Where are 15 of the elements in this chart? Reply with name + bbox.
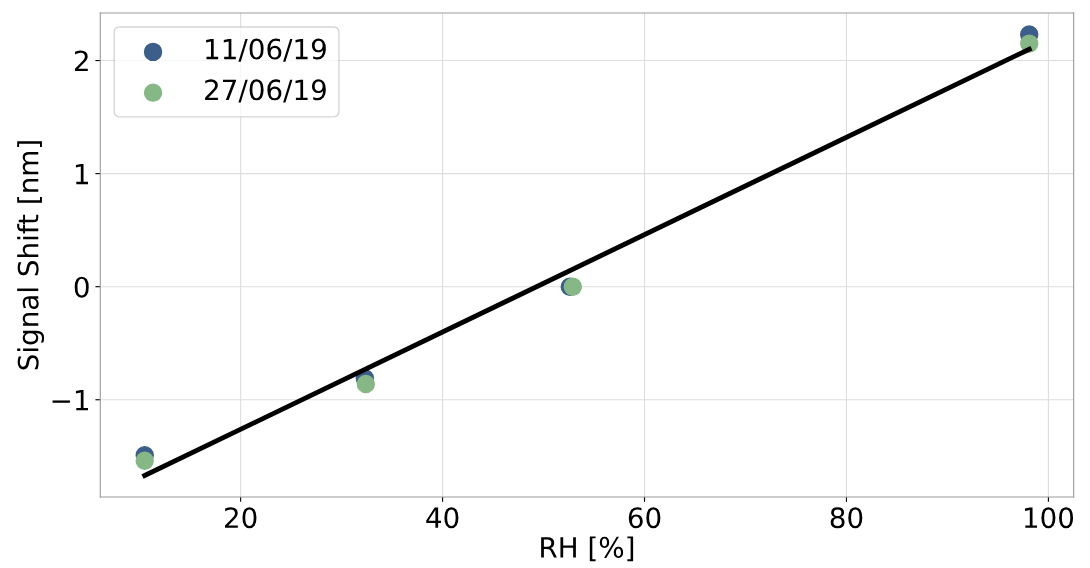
y-axis-title: Signal Shift [nm]	[17, 141, 45, 370]
y-tick-label: 1	[75, 163, 88, 185]
legend-label: 11/06/19	[206, 38, 326, 62]
x-tick-label: 80	[830, 507, 863, 529]
y-tick-label: 2	[74, 50, 88, 72]
point	[356, 374, 376, 394]
y-tick-label: −1	[52, 390, 88, 411]
x-axis-title: RH [%]	[541, 536, 634, 562]
x-tick-label: 100	[1024, 507, 1074, 529]
x-tick-label: 60	[628, 507, 661, 529]
x-tick-label: 20	[224, 507, 257, 529]
y-tick-label: 0	[74, 276, 89, 298]
point	[135, 451, 154, 471]
x-tick-label: 40	[426, 507, 459, 529]
legend-label: 27/06/19	[205, 79, 326, 103]
